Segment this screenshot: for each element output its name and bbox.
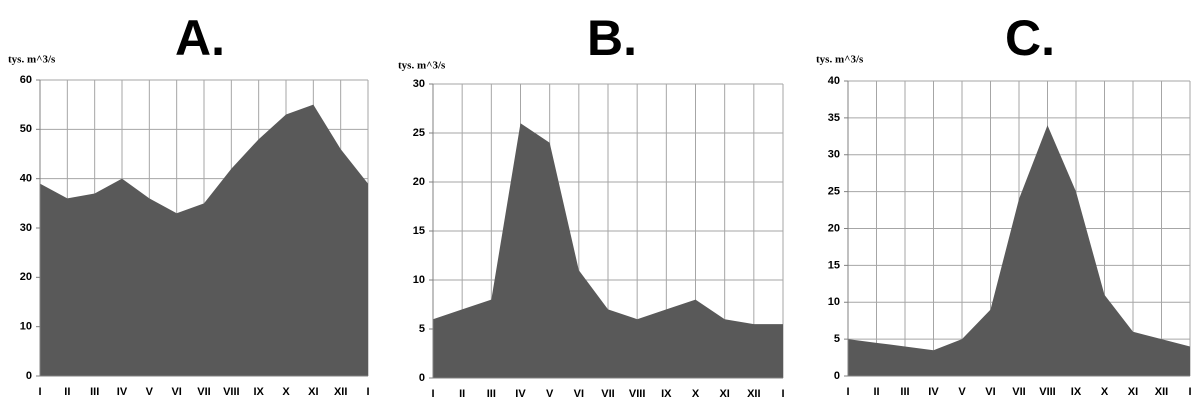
chart-title: B. <box>587 10 637 66</box>
y-tick-label: 50 <box>20 123 32 135</box>
y-tick-label: 0 <box>834 370 840 382</box>
chart-title: C. <box>1005 10 1055 66</box>
x-tick-label: I <box>781 388 784 400</box>
x-tick-label: IV <box>515 388 526 400</box>
y-tick-label: 30 <box>20 222 32 234</box>
y-tick-label: 10 <box>20 321 32 333</box>
x-tick-label: I <box>846 386 849 398</box>
y-tick-label: 25 <box>828 186 840 198</box>
y-tick-label: 20 <box>20 271 32 283</box>
x-tick-label: V <box>958 386 966 398</box>
y-tick-label: 0 <box>419 372 425 384</box>
area <box>40 104 368 377</box>
x-tick-label: VIII <box>629 388 646 400</box>
y-tick-label: 5 <box>834 333 840 345</box>
x-tick-label: XI <box>1128 386 1138 398</box>
x-tick-label: II <box>459 388 465 400</box>
x-tick-label: IX <box>1071 386 1082 398</box>
y-tick-label: 60 <box>20 74 32 86</box>
x-tick-label: III <box>487 388 496 400</box>
y-tick-label: 20 <box>413 176 425 188</box>
x-tick-label: I <box>366 386 369 398</box>
x-tick-label: IX <box>253 386 264 398</box>
x-tick-label: X <box>282 386 290 398</box>
x-tick-label: III <box>900 386 909 398</box>
y-tick-label: 0 <box>26 370 32 382</box>
y-axis-label: tys. m^3/s <box>8 54 56 66</box>
x-tick-label: III <box>90 386 99 398</box>
area <box>848 125 1190 376</box>
x-tick-label: XI <box>719 388 729 400</box>
x-tick-label: VI <box>985 386 995 398</box>
x-tick-label: X <box>1101 386 1109 398</box>
x-tick-label: VIII <box>1039 386 1056 398</box>
y-tick-label: 30 <box>828 149 840 161</box>
x-tick-label: VII <box>197 386 210 398</box>
x-tick-label: VI <box>574 388 584 400</box>
x-tick-label: VII <box>601 388 614 400</box>
y-axis-label: tys. m^3/s <box>816 54 864 66</box>
x-tick-label: IV <box>928 386 939 398</box>
y-tick-label: 10 <box>413 274 425 286</box>
x-tick-label: I <box>431 388 434 400</box>
x-tick-label: VI <box>171 386 181 398</box>
x-tick-label: VII <box>1012 386 1025 398</box>
y-tick-label: 5 <box>419 323 425 335</box>
x-tick-label: VIII <box>223 386 240 398</box>
x-tick-label: XII <box>334 386 347 398</box>
x-tick-label: XI <box>308 386 318 398</box>
x-tick-label: II <box>873 386 879 398</box>
y-tick-label: 20 <box>828 222 840 234</box>
y-axis-label: tys. m^3/s <box>398 60 446 72</box>
y-tick-label: 15 <box>413 225 425 237</box>
x-tick-label: I <box>1188 386 1191 398</box>
y-tick-label: 30 <box>413 78 425 90</box>
x-tick-label: XII <box>1155 386 1168 398</box>
x-tick-label: V <box>546 388 554 400</box>
x-tick-label: I <box>38 386 41 398</box>
chart-title: A. <box>175 10 225 66</box>
area <box>433 123 783 378</box>
y-tick-label: 25 <box>413 127 425 139</box>
y-tick-label: 40 <box>828 75 840 87</box>
x-tick-label: V <box>146 386 154 398</box>
x-tick-label: IV <box>117 386 128 398</box>
x-tick-label: II <box>64 386 70 398</box>
x-tick-label: IX <box>661 388 672 400</box>
x-tick-label: XII <box>747 388 760 400</box>
y-tick-label: 40 <box>20 173 32 185</box>
y-tick-label: 35 <box>828 112 840 124</box>
y-tick-label: 15 <box>828 259 840 271</box>
y-tick-label: 10 <box>828 296 840 308</box>
x-tick-label: X <box>692 388 700 400</box>
